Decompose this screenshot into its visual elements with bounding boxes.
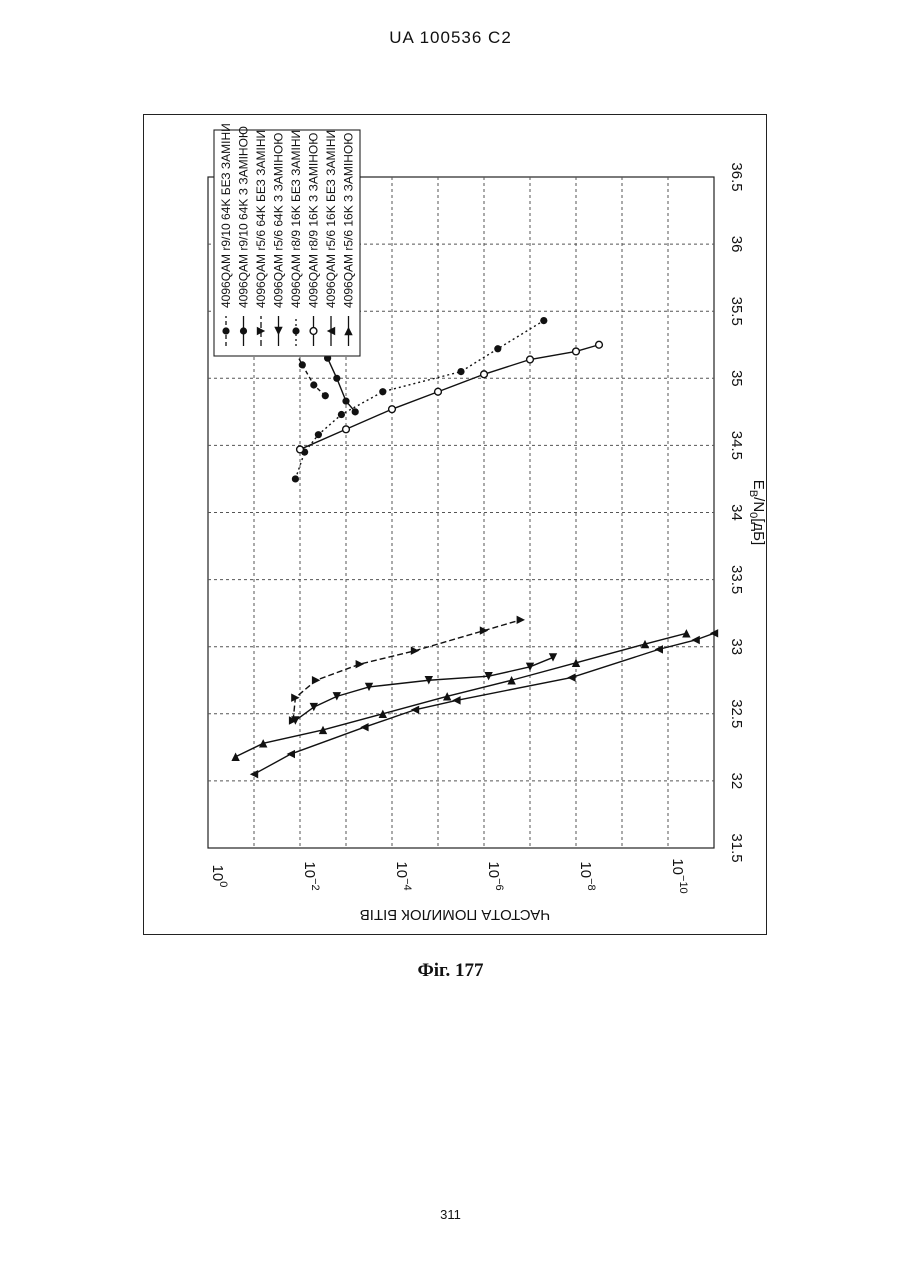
x-tick-label: 32 (728, 773, 745, 790)
y-tick-label: 10−2 (301, 861, 321, 890)
x-tick-label: 34 (728, 504, 745, 521)
series-7-point (452, 696, 460, 704)
x-axis-title: EB/N0[дБ] (747, 480, 767, 545)
x-tick-label: 36 (728, 236, 745, 253)
y-tick-label: 10−6 (485, 861, 505, 890)
series-1-point (299, 361, 306, 368)
series-4-point (333, 692, 341, 700)
legend-entry-4: 4096QAM r5/6 64K З ЗАМІНОЮ (272, 133, 286, 308)
legend-entry-3: 4096QAM r5/6 64K БЕЗ ЗАМІНИ (254, 130, 268, 308)
series-5-point (457, 368, 464, 375)
series-2-point (342, 398, 349, 405)
x-tick-label: 34.5 (728, 431, 745, 460)
y-tick-label: 10−4 (393, 861, 413, 890)
series-6-point (343, 426, 350, 433)
series-2-point (352, 408, 359, 415)
series-3-point (517, 616, 525, 624)
x-tick-label: 35.5 (728, 297, 745, 326)
series-8-point (682, 629, 690, 637)
series-6-point (297, 446, 304, 453)
series-8-point (231, 753, 239, 761)
series-5-point (379, 388, 386, 395)
series-7-point (360, 723, 368, 731)
x-tick-label: 33 (728, 638, 745, 655)
series-1-point (310, 381, 317, 388)
x-tick-label: 35 (728, 370, 745, 387)
series-6-point (389, 406, 396, 413)
x-tick-label: 36.5 (728, 162, 745, 191)
legend-entry-2: 4096QAM r9/10 64K З ЗАМІНОЮ (237, 126, 251, 308)
series-8-point (641, 640, 649, 648)
legend-entry-5: 4096QAM r8/9 16K БЕЗ ЗАМІНИ (289, 130, 303, 308)
series-5-point (540, 317, 547, 324)
series-8-point (572, 659, 580, 667)
y-tick-label: 100 (209, 865, 229, 888)
series-2-point (333, 375, 340, 382)
series-8-point (379, 710, 387, 718)
x-tick-label: 33.5 (728, 565, 745, 594)
legend-entry-1: 4096QAM r9/10 64K БЕЗ ЗАМІНИ (219, 123, 233, 308)
page-number: 311 (0, 1207, 901, 1222)
y-tick-label: 10−10 (669, 858, 689, 893)
series-8-point (507, 676, 515, 684)
series-8-point (443, 692, 451, 700)
series-3-point (411, 647, 419, 655)
figure-caption: Фіг. 177 (0, 960, 901, 982)
series-4-point (549, 653, 557, 661)
series-7-point (567, 673, 575, 681)
legend-swatch-marker (240, 327, 247, 334)
series-5-point (338, 411, 345, 418)
series-line-8 (236, 633, 687, 756)
series-line-3 (293, 620, 521, 721)
legend-swatch-marker (292, 327, 299, 334)
series-7-point (691, 636, 699, 644)
series-6-point (596, 341, 603, 348)
series-1-point (322, 392, 329, 399)
legend-entry-7: 4096QAM r5/6 16K БЕЗ ЗАМІНИ (324, 130, 338, 308)
legend-entry-6: 4096QAM r8/9 16K З ЗАМІНОЮ (307, 133, 321, 308)
legend-swatch-marker (222, 327, 229, 334)
legend-entry-8: 4096QAM r5/6 16K З ЗАМІНОЮ (342, 133, 356, 308)
x-tick-label: 31.5 (728, 833, 745, 862)
series-6-point (481, 371, 488, 378)
series-5-point (292, 475, 299, 482)
series-6-point (573, 348, 580, 355)
y-tick-label: 10−8 (577, 861, 597, 890)
series-3-point (312, 676, 320, 684)
series-7-point (287, 750, 295, 758)
legend-swatch-marker (310, 328, 317, 335)
y-axis-title: ЧАСТОТА ПОМИЛОК БІТІВ (360, 906, 551, 923)
x-tick-label: 32.5 (728, 699, 745, 728)
series-6-point (435, 388, 442, 395)
series-7-point (411, 706, 419, 714)
series-5-point (494, 345, 501, 352)
series-6-point (527, 356, 534, 363)
series-3-point (356, 660, 364, 668)
series-5-point (315, 431, 322, 438)
